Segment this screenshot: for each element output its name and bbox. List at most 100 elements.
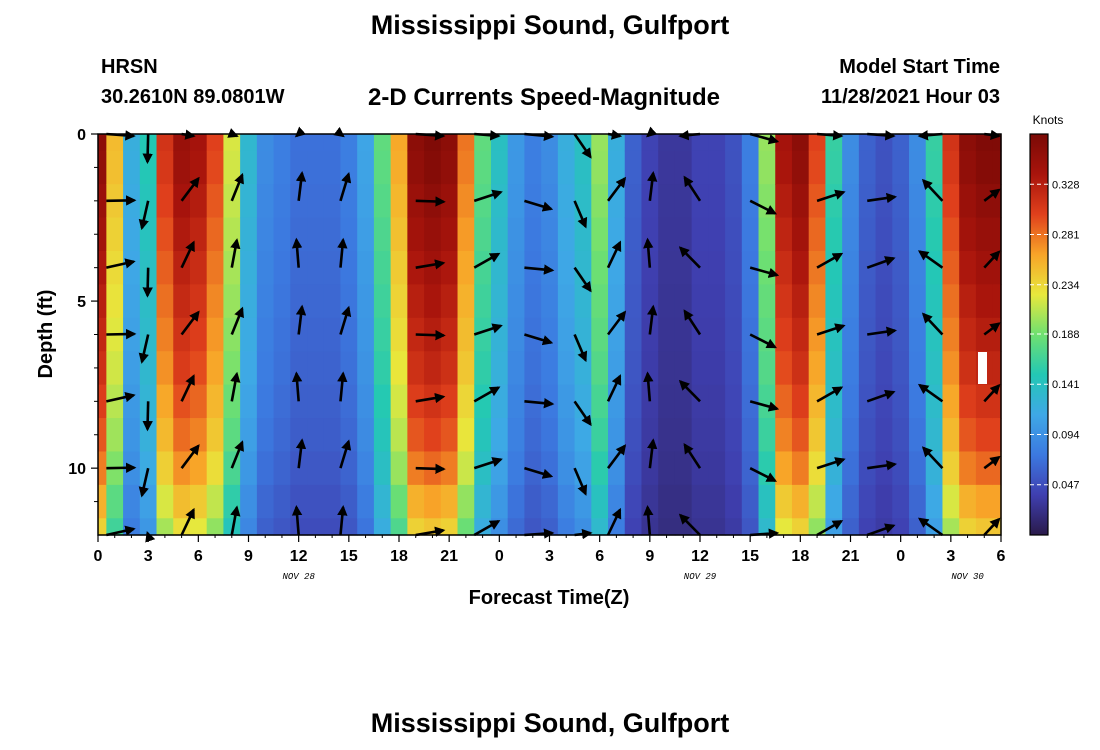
heatmap-cell — [273, 518, 291, 536]
heatmap-cell — [106, 284, 124, 319]
heatmap-cell — [658, 217, 676, 252]
current-vector-arrow — [683, 175, 702, 202]
heatmap-cell — [156, 418, 174, 453]
heatmap-cell — [223, 134, 241, 152]
heatmap-cell — [340, 284, 358, 319]
heatmap-cell — [892, 451, 910, 486]
current-vector-arrow — [678, 379, 701, 403]
model-start-value: 11/28/2021 Hour 03 — [820, 86, 1000, 108]
heatmap-cell — [407, 518, 425, 536]
heatmap-cell — [708, 451, 726, 486]
heatmap-cell — [440, 484, 459, 519]
heatmap-cell — [808, 418, 827, 453]
heatmap-cell — [307, 418, 325, 453]
heatmap-cell — [98, 351, 107, 386]
heatmap-cell — [373, 134, 392, 152]
heatmap-cell — [173, 284, 191, 319]
heatmap-cell — [574, 250, 592, 285]
heatmap-cell — [156, 217, 174, 252]
current-vector-arrow — [573, 467, 588, 496]
heatmap-cell — [223, 317, 241, 352]
heatmap-cell — [206, 484, 225, 519]
heatmap-cell — [490, 418, 509, 453]
current-vector-arrow — [867, 460, 898, 471]
heatmap-cell — [842, 518, 860, 536]
heatmap-cell — [591, 451, 609, 486]
heatmap-cell — [892, 351, 910, 386]
heatmap-cell — [892, 150, 910, 185]
heatmap-cell — [173, 418, 191, 453]
heatmap-cell — [390, 451, 408, 486]
heatmap-cell — [909, 317, 927, 352]
heatmap-cell — [323, 250, 342, 285]
current-vector-arrow — [921, 178, 944, 202]
heatmap-cell — [825, 184, 843, 219]
heatmap-cell — [240, 134, 258, 152]
heatmap-cell — [474, 351, 492, 386]
heatmap-cell — [909, 150, 927, 185]
heatmap-cell — [256, 217, 275, 252]
heatmap-cell — [323, 451, 342, 486]
current-vector-arrow — [643, 505, 654, 536]
heatmap-cell — [206, 184, 225, 219]
x-tick-label: 3 — [946, 548, 955, 565]
heatmap-cell — [340, 150, 358, 185]
heatmap-cell — [106, 217, 124, 252]
heatmap-cell — [106, 484, 124, 519]
heatmap-cell — [307, 518, 325, 536]
heatmap-cell — [340, 184, 358, 219]
x-tick-label: 0 — [94, 548, 103, 565]
heatmap-cell — [608, 317, 626, 352]
heatmap-cell — [858, 518, 877, 536]
current-vector-arrow — [415, 392, 446, 404]
heatmap-cell — [741, 134, 760, 152]
heatmap-cell — [758, 250, 776, 285]
heatmap-cell — [658, 351, 676, 386]
heatmap-cell — [624, 451, 643, 486]
heatmap-cell — [273, 484, 291, 519]
heatmap-cell — [290, 284, 308, 319]
heatmap-cell — [206, 217, 225, 252]
current-vector-arrow — [867, 192, 898, 204]
current-vector-arrow — [415, 329, 446, 341]
heatmap-cell — [98, 134, 107, 152]
heatmap-cell — [725, 451, 743, 486]
heatmap-cell — [624, 184, 643, 219]
heatmap-cell — [641, 484, 659, 519]
heatmap-cell — [725, 134, 743, 152]
heatmap-cell — [975, 217, 994, 252]
heatmap-cell — [725, 518, 743, 536]
current-vector-arrow — [917, 250, 944, 269]
model-start-label: Model Start Time — [839, 56, 1000, 78]
current-vector-arrow — [337, 237, 348, 268]
station-id: HRSN — [101, 56, 158, 78]
heatmap-cell — [424, 351, 442, 386]
heatmap-cell — [875, 451, 893, 486]
current-vector-arrow — [983, 250, 1001, 269]
current-vector-arrow — [749, 400, 780, 412]
heatmap-cell — [808, 150, 827, 185]
heatmap-cell — [457, 217, 475, 252]
heatmap-cell — [474, 484, 492, 519]
x-tick-label: 18 — [791, 548, 809, 565]
heatmap-cell — [959, 384, 977, 419]
heatmap-cell — [357, 451, 375, 486]
current-vector-arrow — [573, 266, 592, 293]
heatmap-cell — [725, 384, 743, 419]
heatmap-cell — [808, 518, 827, 536]
heatmap-cell — [507, 184, 526, 219]
current-vector-arrow — [106, 525, 136, 537]
heatmap-cell — [674, 451, 693, 486]
heatmap-cell — [156, 518, 174, 536]
heatmap-cell — [474, 284, 492, 319]
station-coordinates: 30.2610N 89.0801W — [101, 86, 285, 108]
heatmap-cell — [323, 134, 342, 152]
heatmap-cell — [641, 134, 659, 152]
heatmap-cell — [975, 418, 994, 453]
heatmap-cell — [608, 184, 626, 219]
heatmap-cell — [875, 351, 893, 386]
heatmap-cell — [741, 518, 760, 536]
heatmap-cell — [273, 150, 291, 185]
heatmap-cell — [323, 317, 342, 352]
